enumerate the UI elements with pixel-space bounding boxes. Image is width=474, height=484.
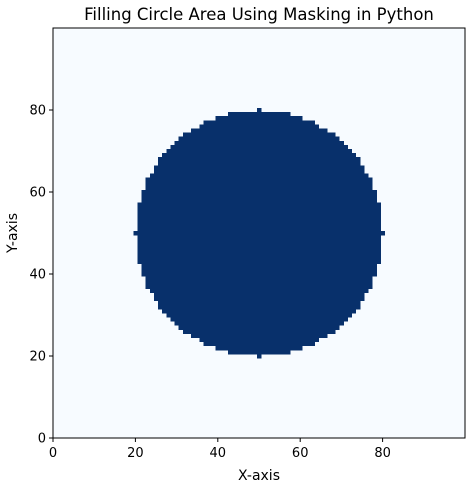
x-tick-label: 20 — [127, 446, 144, 461]
heatmap-cell-row — [145, 276, 373, 281]
heatmap-cell-row — [158, 157, 361, 162]
x-tick-label: 40 — [210, 446, 227, 461]
heatmap-cell-row — [166, 148, 353, 154]
y-tick-label: 40 — [29, 268, 46, 283]
plot-area — [52, 27, 466, 439]
y-tick-label: 0 — [38, 432, 46, 447]
heatmap-cell-row — [170, 144, 348, 150]
y-axis-label: Y-axis — [5, 213, 21, 254]
heatmap-cell-row — [145, 284, 373, 289]
heatmap-cell-row — [166, 312, 353, 318]
x-axis-label: X-axis — [238, 468, 280, 484]
y-axis: 0 20 40 60 80 — [29, 104, 53, 447]
heatmap-cell-row — [137, 251, 381, 256]
heatmap-cell-row — [199, 337, 320, 343]
heatmap-cell-row — [145, 177, 373, 183]
heatmap-cell-row — [203, 120, 316, 125]
heatmap-cell-row — [178, 325, 340, 330]
heatmap-cell-row — [137, 222, 381, 228]
heatmap-cell-row — [137, 243, 381, 248]
heatmap-cell-row — [137, 259, 381, 265]
heatmap-cell-row — [215, 345, 303, 351]
heatmap-cell-row — [141, 267, 377, 273]
heatmap-cell-row — [137, 210, 381, 215]
heatmap-cell-row — [162, 153, 357, 158]
heatmap-cell-row — [141, 194, 377, 199]
heatmap-cell-row — [170, 317, 348, 322]
heatmap-cell-row — [141, 271, 377, 277]
x-axis: 0 20 40 60 80 — [49, 438, 391, 461]
chart-title: Filling Circle Area Using Masking in Pyt… — [84, 5, 434, 24]
heatmap-cell-row — [133, 230, 386, 236]
heatmap-cell-row — [153, 296, 365, 302]
heatmap-cell-row — [137, 255, 381, 261]
heatmap-cell-row — [215, 116, 303, 121]
x-tick-label: 60 — [292, 446, 309, 461]
heatmap-cell-row — [228, 112, 291, 117]
x-tick-label: 80 — [374, 446, 391, 461]
heatmap-cell-row — [191, 333, 328, 338]
heatmap-cell-row — [182, 132, 336, 138]
heatmap-cell-row — [178, 136, 340, 142]
heatmap-cell-row — [256, 353, 262, 359]
heatmap-cell-row — [137, 226, 381, 232]
heatmap-cell-row — [145, 280, 373, 285]
heatmap-cell-row — [182, 329, 336, 334]
heatmap-cell-row — [153, 165, 365, 170]
heatmap-cell-row — [158, 300, 361, 306]
heatmap-cell-row — [162, 308, 357, 314]
heatmap-cell-row — [191, 128, 328, 133]
heatmap-cell-row — [141, 189, 377, 195]
y-tick-label: 20 — [29, 350, 46, 365]
heatmap-cell-row — [145, 181, 373, 187]
heatmap-cell-row — [174, 321, 344, 326]
heatmap-cell-row — [137, 214, 381, 220]
heatmap-cell-row — [158, 161, 361, 166]
heatmap-cell-row — [153, 169, 365, 174]
x-tick-label: 0 — [49, 446, 57, 461]
heatmap-cell-row — [137, 239, 381, 244]
heatmap-cell-row — [145, 185, 373, 191]
heatmap-cell-row — [256, 107, 262, 113]
heatmap-cell-row — [228, 349, 291, 355]
heatmap-cell-row — [137, 206, 381, 211]
heatmap-cell-row — [158, 304, 361, 310]
heatmap-cell-row — [137, 247, 381, 252]
heatmap-cell-row — [137, 202, 381, 207]
heatmap-cell-row — [141, 198, 377, 203]
plot-frame — [52, 27, 466, 439]
heatmap-cell-row — [141, 263, 377, 269]
y-tick-label: 60 — [29, 186, 46, 201]
heatmap-cell-row — [149, 173, 369, 179]
heatmap-cell-row — [149, 288, 369, 293]
y-tick-label: 80 — [29, 104, 46, 119]
heatmap-cell-row — [137, 235, 381, 240]
heatmap-cell-row — [203, 341, 316, 347]
heatmap-cell-row — [199, 124, 320, 129]
heatmap-cell-row — [174, 140, 344, 146]
heatmap-cell-row — [153, 292, 365, 297]
heatmap-cell-row — [137, 218, 381, 224]
